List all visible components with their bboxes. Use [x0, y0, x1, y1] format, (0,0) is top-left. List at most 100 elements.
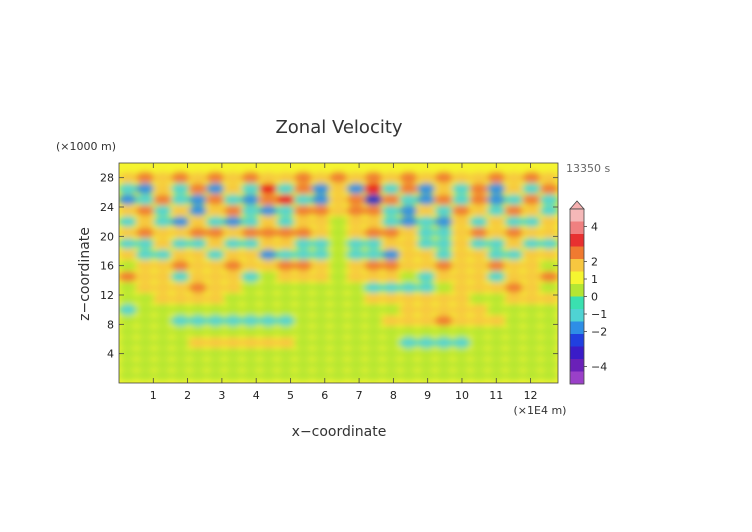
x-tick-label: 6: [321, 389, 328, 402]
heatmap-cell: [363, 260, 384, 271]
heatmap-cell: [258, 370, 278, 381]
heatmap-cell: [276, 227, 296, 238]
heatmap-cell: [223, 293, 243, 304]
heatmap-cell: [188, 271, 208, 282]
heatmap-cell: [170, 370, 191, 381]
heatmap-cell: [539, 194, 558, 205]
heatmap-cell: [170, 183, 191, 194]
heatmap-cell: [119, 370, 138, 381]
heatmap-cell: [153, 249, 173, 260]
heatmap-cell: [522, 293, 542, 304]
heatmap-cell: [311, 183, 331, 194]
heatmap-cell: [451, 326, 472, 337]
heatmap-cell: [416, 194, 436, 205]
heatmap-cell: [135, 326, 155, 337]
heatmap-cell: [363, 172, 384, 183]
heatmap-cell: [241, 216, 261, 227]
heatmap-cell: [328, 337, 349, 348]
heatmap-cell: [363, 326, 384, 337]
heatmap-cell: [153, 282, 173, 293]
heatmap-cell: [153, 326, 173, 337]
colorbar-block: [570, 321, 584, 335]
heatmap-cell: [258, 348, 278, 359]
heatmap-cell: [399, 370, 419, 381]
heatmap-cell: [469, 315, 489, 326]
heatmap-cell: [153, 271, 173, 282]
colorbar-block: [570, 309, 584, 322]
heatmap-cell: [522, 359, 542, 370]
heatmap-cell: [469, 337, 489, 348]
heatmap-cell: [363, 282, 384, 293]
heatmap-cell: [381, 249, 401, 260]
heatmap-cell: [153, 359, 173, 370]
x-tick-label: 3: [218, 389, 225, 402]
heatmap-cell: [205, 205, 226, 216]
heatmap-cell: [469, 205, 489, 216]
heatmap-cell: [363, 205, 384, 216]
heatmap-cell: [276, 293, 296, 304]
heatmap-cell: [119, 216, 138, 227]
heatmap-cell: [293, 260, 314, 271]
heatmap-cell: [328, 205, 349, 216]
heatmap-cell: [451, 260, 472, 271]
heatmap-cell: [346, 293, 366, 304]
heatmap-cell: [119, 227, 138, 238]
heatmap-cell: [399, 227, 419, 238]
heatmap-cell: [119, 271, 138, 282]
heatmap-cell: [522, 260, 542, 271]
heatmap-cell: [205, 238, 226, 249]
heatmap-cell: [539, 315, 558, 326]
heatmap-cell: [170, 326, 191, 337]
heatmap-cell: [205, 216, 226, 227]
heatmap-cell: [434, 227, 454, 238]
heatmap-cell: [346, 216, 366, 227]
heatmap-cell: [504, 172, 524, 183]
heatmap-cell: [258, 205, 278, 216]
heatmap-cell: [399, 216, 419, 227]
heatmap-cell: [363, 227, 384, 238]
heatmap-cell: [188, 359, 208, 370]
heatmap-cell: [469, 348, 489, 359]
heatmap-cell: [223, 183, 243, 194]
heatmap-cell: [522, 238, 542, 249]
x-tick-label: 7: [356, 389, 363, 402]
heatmap-cell: [381, 227, 401, 238]
heatmap-cell: [328, 194, 349, 205]
heatmap-cell: [328, 282, 349, 293]
heatmap-cell: [328, 326, 349, 337]
heatmap-cell: [311, 238, 331, 249]
heatmap-cell: [451, 172, 472, 183]
heatmap-cell: [311, 359, 331, 370]
heatmap-cell: [363, 249, 384, 260]
heatmap-cell: [311, 205, 331, 216]
heatmap-cell: [293, 293, 314, 304]
heatmap-cell: [153, 370, 173, 381]
heatmap-cell: [469, 183, 489, 194]
colorbar-ticks: 4 2 1 0 −1 −2 −4: [584, 221, 607, 374]
heatmap-cell: [135, 172, 155, 183]
heatmap-cell: [170, 194, 191, 205]
y-tick-label: 8: [107, 318, 114, 331]
x-tick-label: 5: [287, 389, 294, 402]
heatmap-cell: [170, 260, 191, 271]
heatmap-cell: [293, 271, 314, 282]
heatmap-cell: [504, 183, 524, 194]
heatmap-cell: [119, 304, 138, 315]
heatmap-cell: [469, 172, 489, 183]
heatmap-cell: [258, 260, 278, 271]
heatmap-cell: [205, 315, 226, 326]
heatmap-cell: [381, 359, 401, 370]
heatmap-cell: [539, 260, 558, 271]
heatmap-cell: [328, 315, 349, 326]
heatmap-cell: [311, 304, 331, 315]
heatmap-cell: [469, 304, 489, 315]
heatmap-cell: [205, 293, 226, 304]
heatmap-cell: [469, 293, 489, 304]
heatmap-cell: [451, 249, 472, 260]
heatmap-cell: [469, 260, 489, 271]
heatmap-cell: [346, 249, 366, 260]
heatmap-cell: [328, 348, 349, 359]
heatmap-cell: [276, 183, 296, 194]
heatmap-cell: [135, 370, 155, 381]
heatmap-cell: [241, 304, 261, 315]
